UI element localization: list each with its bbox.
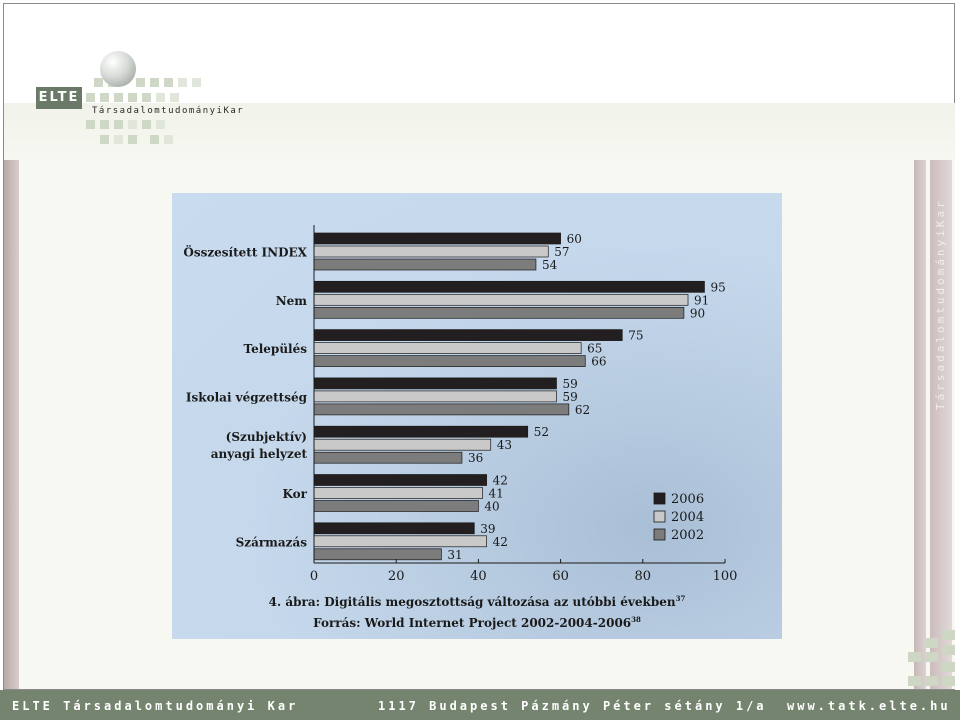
chart-source: Forrás: World Internet Project 2002-2004…	[313, 615, 641, 630]
vertical-faculty-text: TársadalomtudományiKar	[934, 198, 947, 410]
bar	[313, 403, 570, 416]
bar	[313, 487, 483, 499]
category-label: Kor	[283, 487, 308, 501]
bar	[313, 293, 689, 306]
x-tick-label: 60	[552, 569, 569, 584]
footer-website: www.tatk.elte.hu	[787, 699, 951, 713]
footer-institution: ELTE Társadalomtudományi Kar	[12, 699, 299, 713]
bar-value-label: 95	[710, 280, 725, 294]
bar-value-label: 52	[534, 425, 549, 439]
bar	[313, 548, 442, 561]
logo-globe-icon	[100, 51, 136, 87]
bar	[313, 342, 582, 354]
right-decor-bar	[914, 160, 926, 689]
bar	[313, 500, 479, 512]
bar	[313, 280, 705, 293]
bar	[313, 390, 557, 403]
x-tick-label: 0	[310, 569, 318, 584]
bar	[313, 329, 623, 341]
legend-label: 2002	[671, 528, 704, 543]
x-tick-label: 20	[388, 569, 405, 584]
bar-value-label: 41	[489, 487, 504, 501]
header-band	[4, 103, 955, 160]
x-tick-label: 80	[635, 569, 652, 584]
bar-value-label: 62	[575, 403, 590, 417]
legend-swatch	[653, 510, 666, 523]
footer-bar: ELTE Társadalomtudományi Kar 1117 Budape…	[0, 690, 960, 720]
category-label: Származás	[236, 535, 308, 549]
bar-value-label: 31	[447, 548, 462, 562]
category-label: Település	[244, 342, 308, 356]
elte-logo: ELTE TársadalomtudományiKar	[36, 48, 243, 148]
bar	[313, 355, 586, 367]
x-tick-label: 40	[470, 569, 487, 584]
bar-value-label: 42	[493, 474, 508, 488]
bar-value-label: 36	[468, 451, 483, 465]
bar	[313, 258, 537, 271]
bar	[313, 535, 487, 548]
footer-address: 1117 Budapest Pázmány Péter sétány 1/a	[378, 699, 767, 713]
bar	[313, 232, 561, 245]
bar-value-label: 59	[562, 390, 577, 404]
category-label: Nem	[276, 294, 308, 308]
logo-abbr: ELTE	[36, 87, 82, 109]
category-label: anyagi helyzet	[211, 447, 308, 461]
bar	[313, 522, 475, 535]
bar-value-label: 39	[480, 522, 495, 536]
bar	[313, 306, 685, 319]
left-decor-bar	[4, 160, 19, 689]
right-decor-bar-text	[930, 160, 952, 689]
legend-label: 2004	[671, 510, 704, 525]
chart-caption: 4. ábra: Digitális megosztottság változá…	[269, 594, 686, 609]
legend-swatch	[653, 492, 666, 505]
bar-value-label: 90	[690, 306, 705, 320]
category-label: (Szubjektív)	[226, 430, 307, 444]
bar-value-label: 43	[497, 438, 512, 452]
bar	[313, 377, 557, 390]
bar	[313, 425, 529, 438]
category-label: Összesített INDEX	[183, 244, 307, 260]
x-tick-label: 100	[713, 569, 738, 584]
bar-value-label: 75	[628, 329, 643, 343]
category-label: Iskolai végzettség	[186, 390, 308, 404]
bar	[313, 438, 492, 451]
logo-faculty-name: TársadalomtudományiKar	[92, 106, 245, 116]
bar-value-label: 57	[554, 245, 569, 259]
bar-value-label: 59	[562, 377, 577, 391]
bar	[313, 451, 463, 464]
bar-value-label: 60	[567, 232, 582, 246]
bar-value-label: 42	[493, 535, 508, 549]
bar-value-label: 40	[484, 500, 499, 514]
bar-value-label: 66	[591, 355, 606, 369]
bar	[313, 245, 549, 258]
bar-value-label: 65	[587, 342, 602, 356]
legend-swatch	[653, 528, 666, 541]
legend-label: 2006	[671, 492, 704, 507]
bar-value-label: 91	[694, 293, 709, 307]
bar	[313, 474, 487, 486]
chart-panel: 60 57 54 Összesített INDEX 95 91 90 Nem 75 65 66 Te…	[172, 193, 782, 639]
bar-value-label: 54	[542, 258, 558, 272]
